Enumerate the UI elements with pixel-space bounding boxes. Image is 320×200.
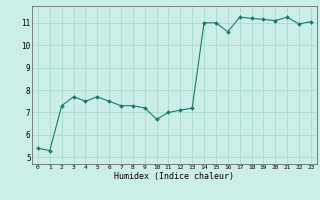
X-axis label: Humidex (Indice chaleur): Humidex (Indice chaleur) <box>115 172 234 181</box>
